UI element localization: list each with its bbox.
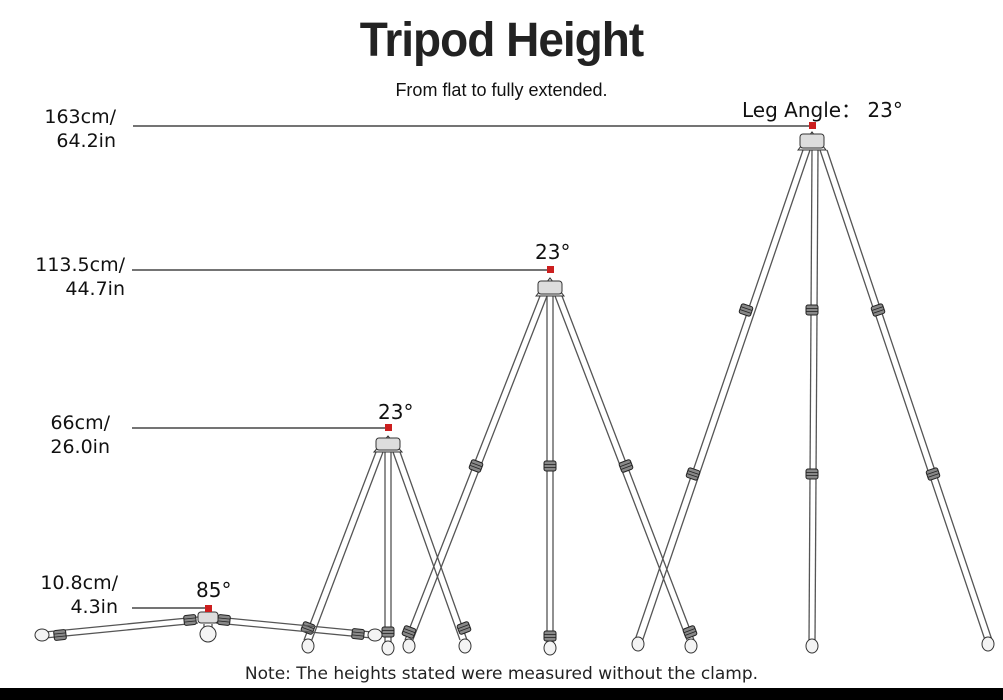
height-label-in: 4.3in bbox=[70, 596, 118, 618]
leg-angle-label-tall: Leg Angle： 23° bbox=[742, 98, 903, 122]
bottom-bar bbox=[0, 688, 1003, 700]
leg-angle-label-flat: 85° bbox=[196, 578, 232, 602]
leg-angle-label-mid: 23° bbox=[535, 240, 571, 264]
leg-angle-label-short: 23° bbox=[378, 400, 414, 424]
center-marker-icon bbox=[809, 122, 816, 129]
page-title: Tripod Height bbox=[359, 11, 644, 67]
height-label-cm: 113.5cm/ bbox=[35, 254, 125, 276]
height-label-short: 66cm/ 26.0in bbox=[20, 411, 110, 459]
footnote: Note: The heights stated were measured w… bbox=[244, 664, 759, 684]
height-label-in: 44.7in bbox=[65, 278, 125, 300]
tripod-flat bbox=[34, 605, 383, 643]
tripod-mid-extended bbox=[400, 266, 699, 656]
height-reference-lines bbox=[132, 125, 812, 609]
height-label-in: 64.2in bbox=[56, 130, 116, 152]
height-label-cm: 66cm/ bbox=[50, 412, 110, 434]
height-label-cm: 10.8cm/ bbox=[40, 572, 118, 594]
height-label-flat: 10.8cm/ 4.3in bbox=[20, 571, 118, 619]
tripod-short bbox=[299, 424, 473, 656]
height-label-mid: 113.5cm/ 44.7in bbox=[10, 253, 125, 301]
height-label-cm: 163cm/ bbox=[44, 106, 116, 128]
subtitle: From flat to fully extended. bbox=[395, 80, 608, 100]
center-marker-icon bbox=[385, 424, 392, 431]
center-marker-icon bbox=[547, 266, 554, 273]
tripod-full-extended bbox=[631, 122, 995, 654]
height-label-full: 163cm/ 64.2in bbox=[20, 105, 116, 153]
center-marker-icon bbox=[205, 605, 212, 612]
height-label-in: 26.0in bbox=[50, 436, 110, 458]
